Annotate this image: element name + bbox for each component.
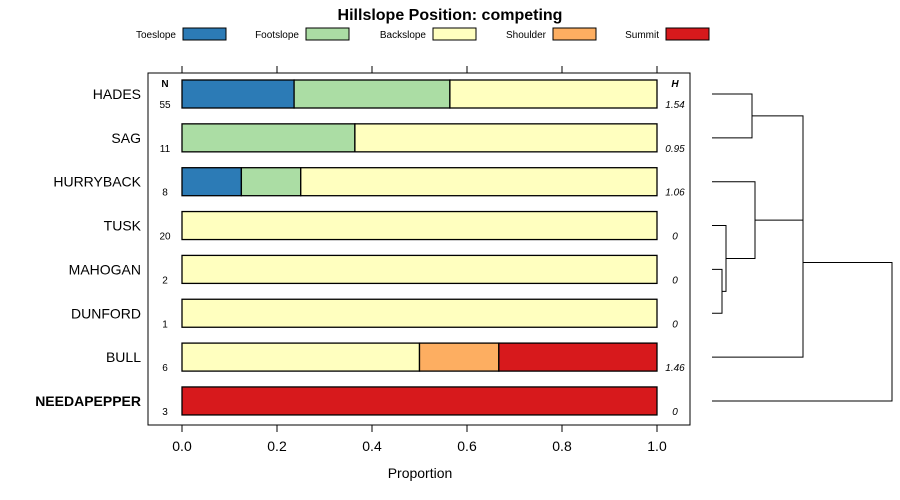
top-ticks (181, 66, 658, 73)
row-label: HURRYBACK (53, 174, 141, 190)
row-label: NEEDAPEPPER (35, 393, 141, 409)
chart-title: Hillslope Position: competing (338, 7, 563, 24)
bar-segment-summit (498, 342, 658, 372)
x-tick-label: 0.8 (552, 438, 572, 454)
row-hurryback: HURRYBACK 8 1.06 (53, 167, 685, 199)
bar-segment-backslope (181, 210, 658, 241)
x-tick-label: 1.0 (647, 438, 667, 454)
row-sag: SAG 11 0.95 (111, 123, 685, 155)
bar-segment-backslope (181, 342, 421, 372)
n-value: 6 (162, 363, 168, 374)
plot-frame (147, 72, 691, 426)
dendro-branch-hades-sag (712, 93, 753, 139)
n-value: 1 (162, 319, 168, 330)
legend-swatch-footslope (305, 27, 350, 41)
bar-segment-backslope (449, 79, 658, 109)
dendro-branch-upper (752, 115, 804, 221)
dendro-branch-hurryback (712, 181, 756, 259)
x-tick-label: 0.6 (457, 438, 477, 454)
legend: Toeslope Footslope Backslope Shoulder Summit (136, 27, 710, 41)
n-value: 8 (162, 188, 168, 199)
legend-swatch-summit (665, 27, 710, 41)
row-label: MAHOGAN (69, 261, 141, 277)
legend-label-backslope: Backslope (380, 30, 427, 41)
bar-segment-backslope (300, 167, 658, 197)
bar-segment-shoulder (418, 342, 500, 372)
row-label: BULL (106, 349, 141, 365)
bar-segment-summit (181, 386, 658, 416)
x-axis: 0.0 0.2 0.4 0.6 0.8 1.0 (172, 425, 667, 454)
h-value: 0 (672, 319, 678, 330)
row-tusk: TUSK 20 0 (104, 210, 678, 243)
dendrogram (712, 93, 893, 402)
dendro-branch-tusk (712, 225, 727, 292)
bar-segment-toeslope (181, 79, 295, 109)
x-tick-label: 0.0 (172, 438, 192, 454)
h-value: 1.46 (665, 363, 685, 374)
row-label: HADES (93, 86, 141, 102)
h-value: 0.95 (665, 144, 685, 155)
legend-swatch-toeslope (182, 27, 227, 41)
dendro-branch-mahogan-dunford (712, 268, 723, 314)
row-hades: HADES 55 1.54 (93, 79, 685, 111)
row-label: SAG (111, 130, 141, 146)
row-dunford: DUNFORD 1 0 (71, 298, 678, 330)
row-bull: BULL 6 1.46 (106, 342, 685, 374)
n-value: 11 (160, 144, 171, 155)
row-mahogan: MAHOGAN 2 0 (69, 254, 678, 286)
n-column-header: N (161, 79, 168, 90)
bar-segment-footslope (293, 79, 451, 109)
legend-swatch-shoulder (552, 27, 597, 41)
dendro-branch-root (712, 262, 893, 402)
bar-segment-toeslope (181, 167, 243, 197)
bar-segment-footslope (181, 123, 356, 153)
h-value: 0 (672, 232, 678, 243)
x-axis-title: Proportion (388, 465, 453, 481)
n-value: 2 (162, 275, 168, 286)
bar-segment-backslope (181, 298, 658, 328)
bar-segment-footslope (240, 167, 302, 197)
row-needapepper: NEEDAPEPPER 3 0 (35, 386, 678, 418)
row-label: DUNFORD (71, 305, 141, 321)
h-value: 1.06 (665, 188, 685, 199)
legend-label-toeslope: Toeslope (136, 30, 176, 41)
n-value: 20 (159, 232, 171, 243)
row-label: TUSK (104, 218, 142, 234)
h-value: 0 (672, 275, 678, 286)
x-tick-label: 0.2 (267, 438, 287, 454)
h-value: 0 (672, 407, 678, 418)
legend-label-shoulder: Shoulder (506, 30, 547, 41)
bar-segment-backslope (181, 254, 658, 285)
legend-label-footslope: Footslope (255, 30, 299, 41)
x-tick-label: 0.4 (362, 438, 382, 454)
legend-swatch-backslope (432, 27, 477, 41)
h-value: 1.54 (665, 100, 685, 111)
legend-label-summit: Summit (625, 30, 659, 41)
n-value: 55 (159, 100, 171, 111)
bar-segment-backslope (354, 123, 658, 153)
h-column-header: H (671, 79, 679, 90)
n-value: 3 (162, 407, 168, 418)
dendro-branch-bull (712, 167, 804, 358)
